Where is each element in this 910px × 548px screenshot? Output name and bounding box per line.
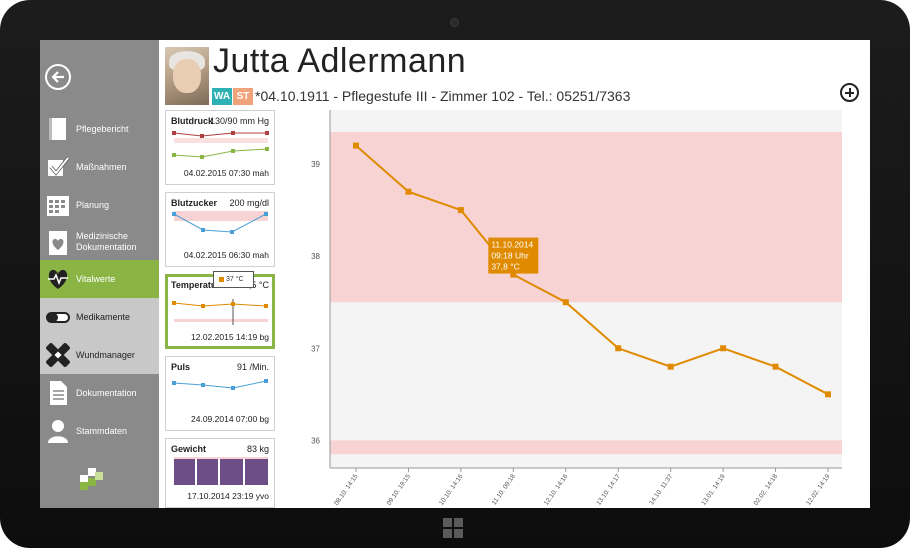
sidebar-item-label: Vitalwerte [76, 273, 116, 284]
x-tick-label: 12.02. 14:19 [805, 473, 832, 507]
document-icon [50, 381, 67, 405]
data-point [615, 345, 622, 352]
data-point [353, 142, 359, 149]
temperature-line-chart: 36 37 38 39 08.10. 14:15 09.10. 19:15 10.10. 1… [311, 110, 842, 507]
windows-home-button[interactable] [442, 517, 464, 539]
sidebar-item-pflegebericht[interactable]: Pflegebericht [40, 110, 159, 148]
sidebar: Pflegebericht Maßnahmen Planung [40, 40, 159, 508]
patient-info: *04.10.1911 - Pflegestufe III - Zimmer 1… [255, 88, 631, 104]
data-point [510, 271, 517, 278]
camera [450, 18, 459, 27]
data-point [457, 207, 464, 214]
temperatur-sparkline [172, 299, 268, 325]
card-timestamp: 04.02.2015 06:30 mah [183, 250, 269, 260]
card-value: 200 mg/dl [229, 198, 269, 208]
y-tick-label: 39 [311, 160, 320, 169]
patient-name: Jutta Adlermann [213, 42, 467, 80]
app-screen: Pflegebericht Maßnahmen Planung [40, 40, 870, 508]
x-tick-label: 09.10. 19:15 [386, 473, 413, 507]
main-tooltip [488, 237, 539, 274]
sidebar-item-wundmanager[interactable]: Wundmanager [40, 336, 159, 374]
sidebar-item-label: Pflegebericht [76, 123, 129, 134]
back-button[interactable] [45, 64, 71, 90]
data-point [562, 299, 569, 306]
card-title: Temperatur [171, 280, 220, 290]
patient-avatar [165, 47, 209, 105]
sidebar-item-label: Medikamente [76, 311, 131, 322]
badge-wa: WA [212, 88, 232, 105]
tooltip-swatch [219, 277, 224, 282]
sidebar-item-dokumentation[interactable]: Dokumentation [40, 374, 159, 412]
gewicht-bars [174, 457, 268, 485]
pill-icon [46, 312, 70, 323]
card-title: Blutzucker [171, 198, 218, 208]
sidebar-item-label: Wundmanager [76, 349, 135, 360]
sidebar-item-stammdaten[interactable]: Stammdaten [40, 412, 159, 450]
card-title: Blutdruck [171, 116, 214, 126]
heartbeat-icon [48, 269, 68, 289]
x-tick-label: 13.01. 14:19 [700, 473, 727, 507]
app-logo [80, 468, 104, 490]
series-line [355, 144, 829, 396]
x-tick-label: 13.10. 14:17 [595, 473, 622, 507]
data-point [772, 363, 779, 370]
blutzucker-sparkline [172, 211, 268, 234]
vital-card-blutzucker[interactable]: Blutzucker 200 mg/dl 04.02.2015 06:30 ma… [165, 192, 275, 267]
normal-range-band-0 [330, 131, 842, 303]
data-point [405, 188, 412, 195]
y-tick-label: 37 [311, 344, 320, 353]
sidebar-item-medikamente[interactable]: Medikamente [40, 298, 159, 336]
y-tick-label: 36 [311, 436, 320, 445]
sidebar-item-planung[interactable]: Planung [40, 186, 159, 224]
card-timestamp: 24.09.2014 07:00 bg [191, 414, 269, 424]
arrow-left-icon [51, 71, 64, 83]
x-tick-label: 12.10. 14:16 [543, 473, 570, 507]
sidebar-item-medizinische-dokumentation[interactable]: Medizinische Dokumentation [40, 224, 159, 260]
card-timestamp: 17.10.2014 23:19 yvo [187, 491, 269, 501]
puls-sparkline [172, 379, 268, 390]
data-point [667, 363, 674, 370]
vital-card-gewicht[interactable]: Gewicht 83 kg 17.10.2014 23:19 yvo [165, 438, 275, 508]
tooltip-value: 37 °C [226, 276, 244, 283]
sidebar-item-vitalwerte[interactable]: Vitalwerte [40, 260, 159, 298]
x-tick-label: 02.02. 14:18 [753, 473, 780, 507]
add-button[interactable] [840, 83, 859, 102]
vital-card-blutdruck[interactable]: Blutdruck 130/90 mm Hg 04.02.2015 07:30 … [165, 110, 275, 185]
main-tooltip-line: 11.10.2014 [491, 240, 533, 250]
card-value: 83 kg [246, 444, 269, 454]
normal-range-band-1 [330, 440, 842, 455]
card-title: Gewicht [171, 444, 207, 454]
x-tick-label: 10.10. 14:16 [438, 473, 465, 507]
main-tooltip-line: 09:18 Uhr [491, 251, 528, 261]
book-icon [49, 118, 66, 140]
sidebar-item-label: Maßnahmen [76, 161, 127, 172]
card-title: Puls [171, 362, 191, 372]
data-point [825, 391, 831, 398]
sidebar-item-massnahmen[interactable]: Maßnahmen [40, 148, 159, 186]
card-timestamp: 04.02.2015 07:30 mah [183, 168, 269, 178]
calendar-icon [47, 196, 69, 216]
sidebar-item-label: Stammdaten [76, 425, 128, 436]
card-value: 91 /Min. [236, 362, 269, 372]
person-icon [48, 420, 68, 443]
x-tick-label: 08.10. 14:15 [333, 473, 360, 507]
sidebar-item-label: Planung [76, 199, 110, 210]
sidebar-item-label: Dokumentation [76, 387, 137, 398]
medical-record-icon [49, 231, 67, 255]
blutdruck-sparkline [172, 131, 269, 159]
sidebar-item-label: Medizinische Dokumentation [76, 231, 137, 252]
main-tooltip-line: 37,8 °C [491, 262, 519, 272]
checklist-icon [48, 156, 70, 176]
vital-card-puls[interactable]: Puls 91 /Min. 24.09.2014 07:00 bg [165, 356, 275, 431]
badge-st: ST [233, 88, 253, 105]
x-tick-label: 14.10. 11:37 [648, 473, 674, 507]
data-point [720, 345, 727, 352]
temperatur-hover-tooltip: 37 °C [213, 271, 254, 288]
y-tick-label: 38 [311, 252, 320, 261]
card-value: 130/90 mm Hg [209, 116, 269, 126]
x-tick-label: 11.10. 09:18 [491, 473, 517, 507]
bandage-icon [46, 343, 70, 367]
card-timestamp: 12.02.2015 14:19 bg [191, 332, 269, 342]
